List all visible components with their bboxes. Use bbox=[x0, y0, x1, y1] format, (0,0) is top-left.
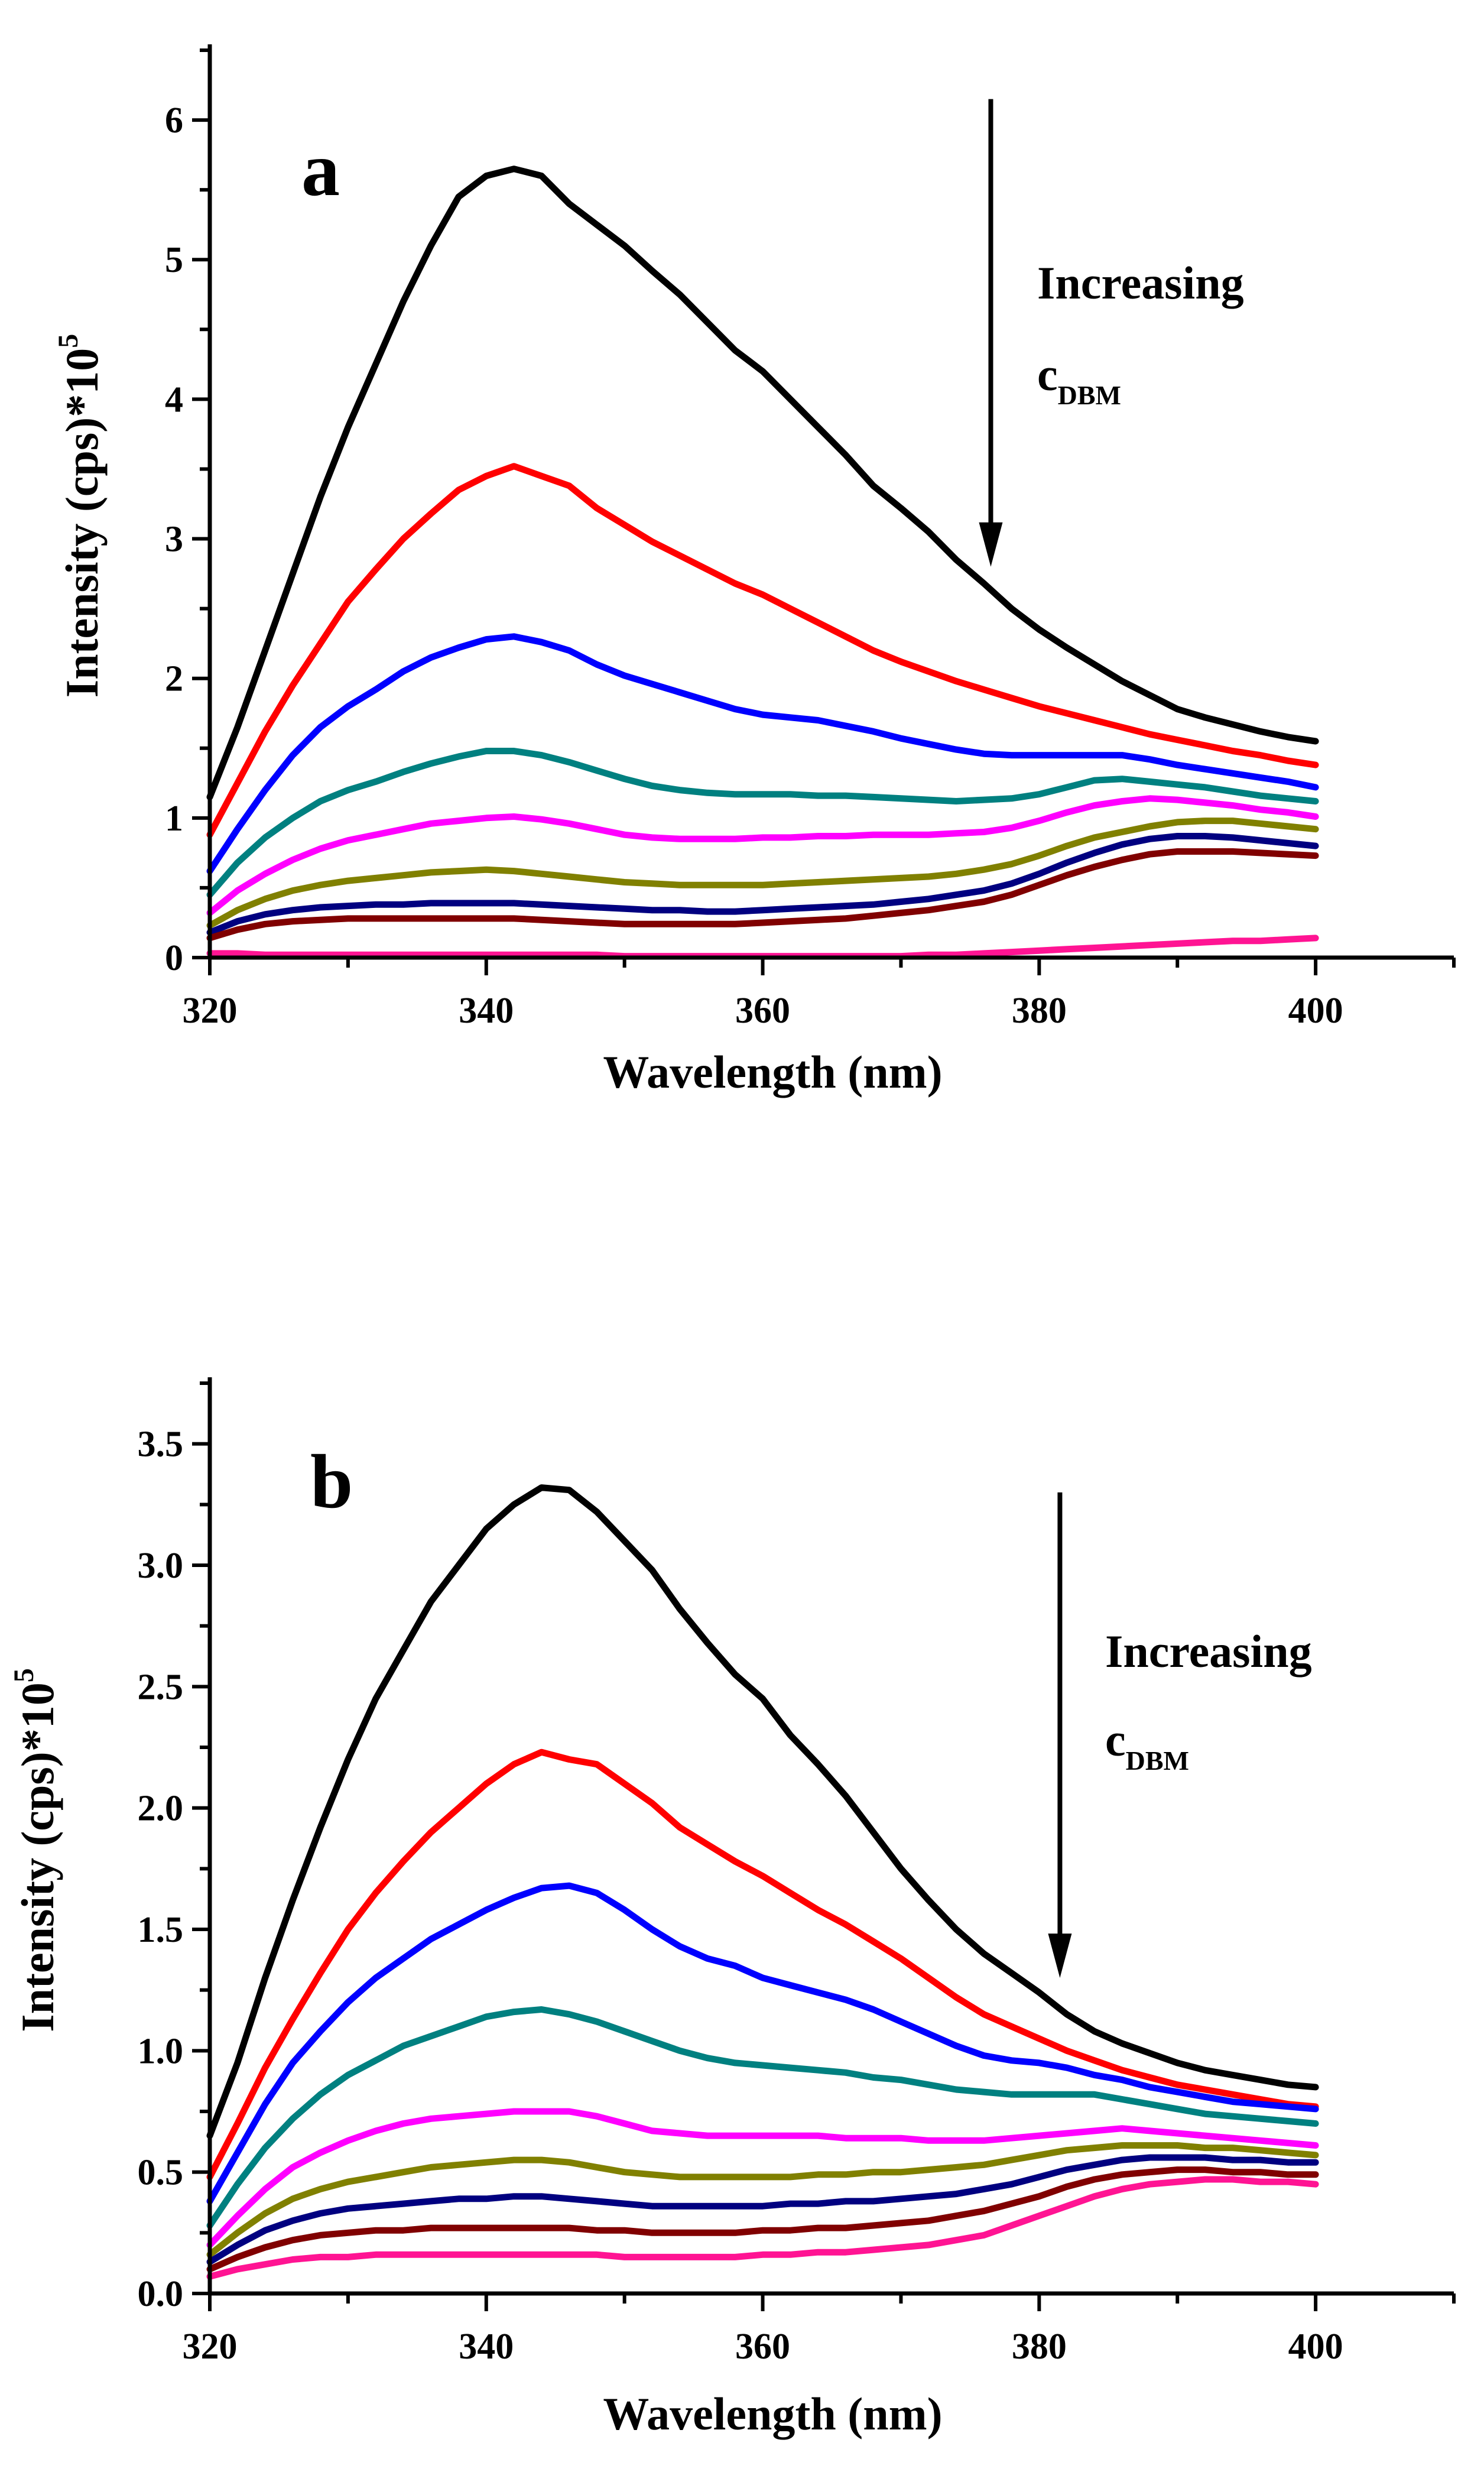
series-line-s7 bbox=[206, 833, 1319, 936]
x-tick-label: 400 bbox=[1288, 2327, 1343, 2367]
x-tick-label: 320 bbox=[183, 2327, 238, 2367]
y-tick-label: 2.0 bbox=[138, 1789, 184, 1829]
annotation-subscript: DBM bbox=[1126, 1746, 1189, 1776]
y-tick-label: 4 bbox=[165, 379, 183, 420]
x-tick-label: 340 bbox=[459, 2327, 514, 2367]
y-tick-label: 0.5 bbox=[138, 2153, 184, 2193]
series-line-s1 bbox=[206, 166, 1319, 800]
annotation-arrow-head bbox=[979, 522, 1003, 567]
series-line-s7 bbox=[206, 2154, 1319, 2266]
x-tick-label: 320 bbox=[183, 991, 238, 1031]
panel-label: a bbox=[301, 127, 340, 212]
annotation-concentration: cDBM bbox=[1105, 1714, 1189, 1776]
annotation-text: Increasing bbox=[1105, 1626, 1312, 1677]
y-axis-title: Intensity (cps)*105 bbox=[53, 334, 108, 698]
y-tick-label: 6 bbox=[165, 100, 183, 141]
y-tick-label: 2 bbox=[165, 659, 183, 699]
series-line-s9 bbox=[206, 2176, 1319, 2280]
y-axis-title-text: Intensity (cps)*10 bbox=[56, 348, 108, 698]
y-tick-label: 0 bbox=[165, 938, 183, 978]
annotation-text: Increasing bbox=[1037, 257, 1244, 309]
x-tick-label: 400 bbox=[1288, 991, 1343, 1031]
y-tick-label: 5 bbox=[165, 240, 183, 280]
series-line-s2 bbox=[206, 463, 1319, 838]
y-tick-label: 2.5 bbox=[138, 1667, 184, 1707]
series-line-s5 bbox=[206, 2108, 1319, 2249]
annotation-subscript: DBM bbox=[1058, 380, 1121, 410]
annotation-concentration: cDBM bbox=[1037, 349, 1121, 410]
y-axis-title-exponent: 5 bbox=[53, 334, 84, 348]
series-line-s4 bbox=[206, 2006, 1319, 2229]
x-tick-label: 340 bbox=[459, 991, 514, 1031]
series-line-s8 bbox=[206, 848, 1319, 942]
series-line-s6 bbox=[206, 2142, 1319, 2258]
series-line-s2 bbox=[206, 1748, 1319, 2181]
y-tick-label: 3 bbox=[165, 520, 183, 560]
y-tick-label: 0.0 bbox=[138, 2274, 184, 2314]
y-axis-title-exponent: 5 bbox=[8, 1668, 40, 1682]
y-tick-label: 1 bbox=[165, 799, 183, 839]
series-line-s5 bbox=[206, 795, 1319, 916]
y-axis-title: Intensity (cps)*105 bbox=[8, 1668, 63, 2032]
x-axis-title: Wavelength (nm) bbox=[603, 2388, 942, 2439]
series-line-s3 bbox=[206, 633, 1319, 875]
chart-panel-b: 320 340 360 380 400 0.0 0.5 1.0 1.5 2.0 2.5 3.0 3.5 W… bbox=[8, 1377, 1456, 2439]
series-line-s4 bbox=[206, 748, 1319, 898]
panel-label: b bbox=[310, 1439, 353, 1524]
annotation-c: c bbox=[1037, 349, 1058, 400]
series-line-s1 bbox=[206, 1484, 1319, 2139]
annotation-arrow-head bbox=[1048, 1934, 1072, 1978]
x-tick-label: 360 bbox=[735, 991, 790, 1031]
x-tick-label: 360 bbox=[735, 2327, 790, 2367]
x-tick-label: 380 bbox=[1012, 991, 1067, 1031]
series-line-s8 bbox=[206, 2166, 1319, 2273]
x-axis-title: Wavelength (nm) bbox=[603, 1046, 942, 1098]
y-tick-label: 1.0 bbox=[138, 2031, 184, 2071]
chart-panel-a: 320 340 360 380 400 0 1 2 3 4 5 6 Wavelength (nm) Int… bbox=[53, 44, 1456, 1098]
y-tick-label: 3.5 bbox=[138, 1425, 184, 1465]
y-axis-title-text: Intensity (cps)*10 bbox=[12, 1682, 63, 2032]
y-tick-label: 1.5 bbox=[138, 1910, 184, 1950]
y-tick-label: 3.0 bbox=[138, 1546, 184, 1586]
series-line-s6 bbox=[206, 817, 1319, 929]
x-tick-label: 380 bbox=[1012, 2327, 1067, 2367]
series-line-s3 bbox=[206, 1882, 1319, 2205]
annotation-c: c bbox=[1105, 1714, 1126, 1766]
